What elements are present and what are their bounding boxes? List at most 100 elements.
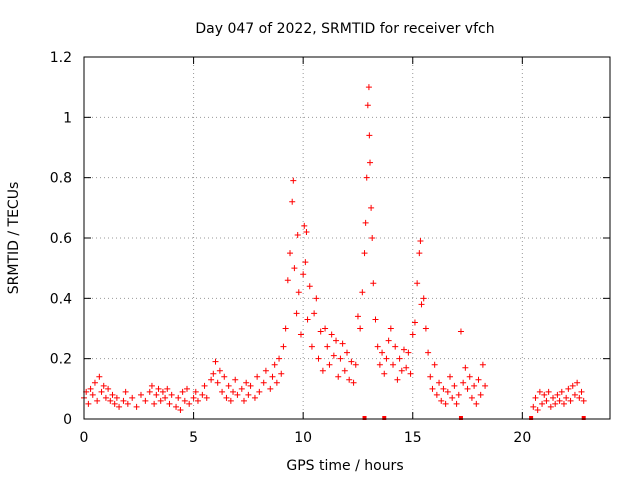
data-point bbox=[91, 379, 98, 386]
data-point bbox=[168, 391, 175, 398]
data-point bbox=[357, 325, 364, 332]
data-point bbox=[273, 379, 280, 386]
data-point bbox=[111, 400, 118, 407]
data-point bbox=[387, 325, 394, 332]
data-point bbox=[541, 391, 548, 398]
data-point bbox=[232, 376, 239, 383]
data-point bbox=[227, 397, 234, 404]
data-point bbox=[438, 397, 445, 404]
data-point bbox=[251, 394, 258, 401]
data-point bbox=[405, 349, 412, 356]
data-point bbox=[269, 373, 276, 380]
x-tick-label: 5 bbox=[189, 430, 198, 446]
data-point bbox=[260, 379, 267, 386]
data-point bbox=[560, 400, 567, 407]
data-point bbox=[194, 397, 201, 404]
data-point bbox=[142, 397, 149, 404]
data-point bbox=[89, 391, 96, 398]
data-point bbox=[457, 328, 464, 335]
data-point bbox=[245, 391, 252, 398]
data-point bbox=[368, 204, 375, 211]
data-point bbox=[98, 388, 105, 395]
data-point bbox=[422, 325, 429, 332]
data-point bbox=[576, 394, 583, 401]
data-point bbox=[313, 295, 320, 302]
data-point bbox=[552, 400, 559, 407]
data-point bbox=[379, 349, 386, 356]
data-point bbox=[291, 265, 298, 272]
data-point bbox=[151, 400, 158, 407]
data-point bbox=[392, 343, 399, 350]
data-point bbox=[85, 400, 92, 407]
data-point bbox=[442, 400, 449, 407]
data-point bbox=[460, 379, 467, 386]
data-point bbox=[243, 379, 250, 386]
data-point bbox=[280, 343, 287, 350]
data-point bbox=[219, 388, 226, 395]
data-point bbox=[374, 343, 381, 350]
data-point bbox=[94, 397, 101, 404]
data-point bbox=[157, 397, 164, 404]
data-point bbox=[216, 367, 223, 374]
tick-labels: 0 0.2 0.4 0.6 0.8 1 1.2 0 5 10 15 20 bbox=[50, 50, 532, 446]
data-point bbox=[547, 403, 554, 410]
data-point bbox=[473, 400, 480, 407]
data-point bbox=[192, 388, 199, 395]
data-point bbox=[254, 373, 261, 380]
data-point bbox=[184, 385, 191, 392]
data-point bbox=[554, 391, 561, 398]
data-point bbox=[558, 388, 565, 395]
data-point bbox=[262, 367, 269, 374]
data-point bbox=[223, 394, 230, 401]
data-point bbox=[179, 388, 186, 395]
data-point bbox=[444, 388, 451, 395]
data-point bbox=[372, 316, 379, 323]
zero-point-marker bbox=[458, 416, 463, 420]
data-point bbox=[317, 328, 324, 335]
data-point bbox=[308, 343, 315, 350]
data-point bbox=[173, 403, 180, 410]
data-point bbox=[574, 379, 581, 386]
data-point bbox=[390, 361, 397, 368]
data-point bbox=[247, 382, 254, 389]
data-point bbox=[344, 349, 350, 356]
data-point bbox=[536, 388, 543, 395]
data-point bbox=[289, 198, 296, 205]
data-point bbox=[571, 391, 578, 398]
data-point bbox=[477, 391, 484, 398]
data-point bbox=[420, 295, 427, 302]
data-point bbox=[361, 250, 368, 257]
zero-point-marker bbox=[581, 416, 586, 420]
data-point bbox=[362, 219, 369, 226]
data-point bbox=[396, 355, 403, 362]
data-point bbox=[429, 385, 436, 392]
data-point bbox=[116, 403, 123, 410]
data-point bbox=[462, 364, 469, 371]
data-point bbox=[364, 102, 371, 109]
data-point bbox=[563, 394, 570, 401]
data-point bbox=[284, 277, 291, 284]
data-point bbox=[369, 235, 376, 241]
data-point bbox=[580, 397, 587, 404]
data-point bbox=[153, 391, 160, 398]
data-point bbox=[436, 379, 443, 386]
data-point bbox=[120, 397, 127, 404]
data-point bbox=[394, 376, 401, 383]
data-point bbox=[203, 394, 210, 401]
data-point bbox=[350, 379, 357, 386]
y-tick-label: 0.8 bbox=[50, 171, 72, 187]
data-point bbox=[146, 388, 153, 395]
data-point bbox=[214, 379, 221, 386]
data-point bbox=[162, 394, 169, 401]
data-point bbox=[354, 313, 361, 320]
x-tick-label: 15 bbox=[404, 430, 422, 446]
data-point bbox=[370, 280, 377, 287]
data-point bbox=[409, 331, 416, 338]
data-point bbox=[107, 397, 114, 404]
data-point bbox=[294, 231, 301, 238]
data-point bbox=[385, 337, 392, 344]
data-point bbox=[367, 159, 374, 166]
data-point bbox=[543, 397, 550, 404]
data-point bbox=[451, 382, 458, 389]
zero-point-marker bbox=[529, 416, 534, 420]
